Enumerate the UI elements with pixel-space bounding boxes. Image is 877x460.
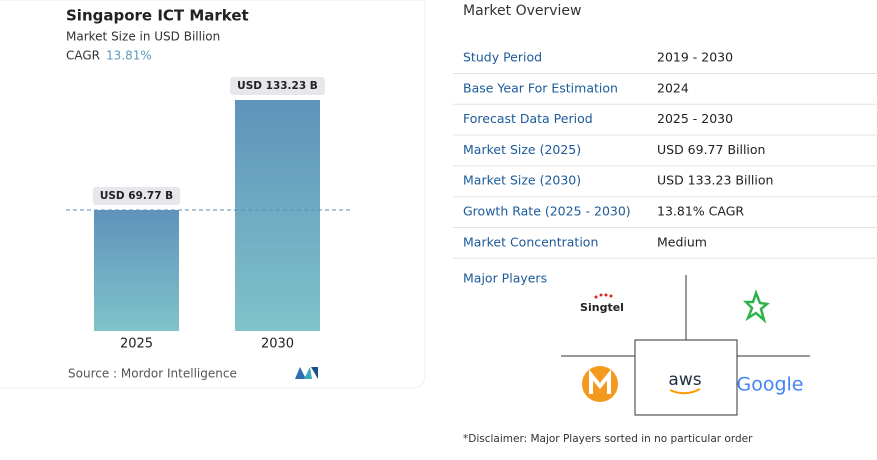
- row-value: 13.81% CAGR: [657, 204, 744, 219]
- overview-table: Study Period 2019 - 2030 Base Year For Est…: [453, 50, 877, 259]
- row-value: 2025 - 2030: [657, 111, 733, 126]
- chart-title: Singapore ICT Market: [66, 7, 249, 25]
- disclaimer: *Disclaimer: Major Players sorted in no …: [463, 433, 753, 445]
- row-value: USD 69.77 Billion: [657, 142, 765, 157]
- aws-logo: aws: [668, 370, 702, 395]
- player-name: Singtel: [580, 301, 624, 314]
- row-value: USD 133.23 Billion: [657, 173, 773, 188]
- bar: [94, 210, 179, 331]
- row-label: Base Year For Estimation: [463, 80, 618, 95]
- player-name: aws: [668, 370, 701, 390]
- singtel-logo: Singtel: [580, 293, 624, 314]
- star-logo: [742, 289, 770, 324]
- row-label: Market Concentration: [463, 234, 598, 249]
- m-logo: [582, 366, 618, 402]
- bar: [235, 100, 320, 331]
- row-label: Forecast Data Period: [463, 111, 593, 126]
- source-logo: [295, 367, 318, 379]
- google-logo: Google: [736, 374, 803, 396]
- row-label: Study Period: [463, 50, 542, 65]
- overview-title: Market Overview: [463, 3, 582, 19]
- value-label-box: [230, 77, 325, 95]
- x-tick-label: 2030: [261, 337, 294, 352]
- row-label: Market Size (2030): [463, 173, 581, 188]
- cagr-value: 13.81%: [106, 49, 152, 63]
- row-value: 2024: [657, 80, 689, 95]
- row-label: Growth Rate (2025 - 2030): [463, 204, 631, 219]
- row-value: Medium: [657, 234, 707, 249]
- source: Source : Mordor Intelligence: [68, 367, 237, 381]
- row-label: Market Size (2025): [463, 142, 581, 157]
- value-label-box: [92, 187, 181, 206]
- players-title: Major Players: [463, 271, 547, 286]
- players-grid: [561, 275, 810, 416]
- chart-subtitle: Market Size in USD Billion: [66, 30, 220, 44]
- chart-card: [0, 0, 426, 389]
- value-label: USD 69.77 B: [100, 190, 173, 202]
- value-label: USD 133.23 B: [237, 80, 318, 92]
- x-tick-label: 2025: [120, 337, 153, 352]
- cagr-label: CAGR: [66, 49, 100, 63]
- row-value: 2019 - 2030: [657, 50, 733, 65]
